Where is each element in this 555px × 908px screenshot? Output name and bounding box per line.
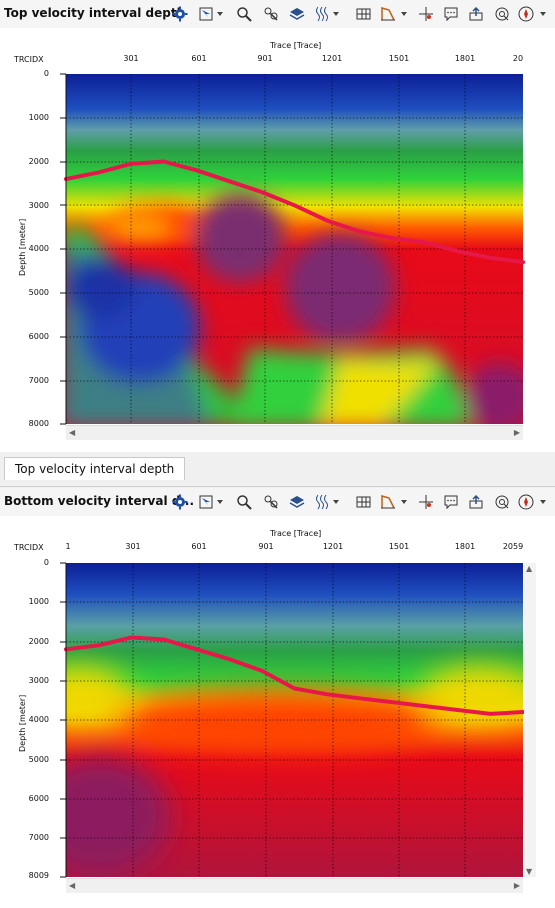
x-tick-label: 1801 — [454, 54, 476, 63]
layers-icon[interactable] — [289, 3, 305, 25]
y-tick-label: 0 — [43, 69, 49, 78]
y-tick-label: 2000 — [28, 637, 49, 646]
x-tick-label: 1201 — [322, 542, 344, 551]
horizon-line — [64, 159, 525, 265]
tab-top-velocity[interactable]: Top velocity interval depth — [4, 457, 186, 480]
scroll-down-icon[interactable]: ▼ — [526, 867, 533, 876]
x-tick-label: 601 — [191, 54, 207, 63]
export-icon[interactable] — [468, 491, 484, 513]
x-tick-label: 1201 — [321, 54, 343, 63]
vertical-scrollbar[interactable]: ▲ ▼ — [524, 563, 536, 877]
velocity-image[interactable] — [0, 516, 555, 908]
export-icon[interactable] — [468, 3, 484, 25]
x-tick-label: 1501 — [388, 54, 410, 63]
panel-toolbar: Top velocity interval depth — [0, 0, 555, 28]
comment-icon[interactable] — [443, 3, 459, 25]
y-tick-label: 1000 — [28, 113, 49, 122]
y-tick-label: 5000 — [28, 755, 49, 764]
y-tick-label: 1000 — [28, 597, 49, 606]
y-tick-label: 3000 — [28, 676, 49, 685]
y-tick-label: 8000 — [28, 419, 49, 428]
x-tick-label: 601 — [191, 542, 207, 551]
scroll-right-icon[interactable]: ▶ — [513, 881, 520, 890]
x-tick-label: 2059 — [502, 542, 524, 551]
x-tick-label: 1501 — [388, 542, 410, 551]
fit-icon[interactable] — [494, 491, 510, 513]
x-tick-label: 1801 — [454, 542, 476, 551]
y-tick-label: 5000 — [28, 288, 49, 297]
y-tick-label: 7000 — [28, 833, 49, 842]
panel-title: Bottom velocity interval d... — [4, 494, 194, 508]
y-tick-label: 4000 — [28, 244, 49, 253]
top-panel: Top velocity interval depth Trace [Trace… — [0, 0, 555, 452]
y-tick-label: 2000 — [28, 157, 49, 166]
zoom-icon[interactable] — [236, 3, 252, 25]
pick-icon[interactable] — [263, 491, 279, 513]
y-tick-label: 6000 — [28, 794, 49, 803]
x-axis-title: Trace [Trace] — [270, 529, 322, 538]
x-tick-label: 901 — [257, 54, 273, 63]
panel-title: Top velocity interval depth — [4, 6, 186, 20]
y-tick-label: 0 — [43, 558, 49, 567]
compass-icon[interactable] — [518, 491, 550, 513]
y-tick-label: 8009 — [28, 871, 49, 880]
gear-icon[interactable] — [172, 3, 188, 25]
compass-icon[interactable] — [518, 3, 550, 25]
corner-label: TRCIDX — [14, 55, 44, 64]
grid-lines — [66, 563, 523, 877]
view-tabbar: Top velocity interval depth — [0, 452, 555, 487]
scroll-up-icon[interactable]: ▲ — [526, 564, 533, 573]
velocity-image[interactable] — [0, 28, 555, 452]
horizontal-scrollbar[interactable]: ◀ ▶ — [66, 878, 523, 893]
table-icon[interactable] — [354, 3, 372, 25]
zoom-icon[interactable] — [236, 491, 252, 513]
gear-icon[interactable] — [172, 491, 188, 513]
select-pointer-icon[interactable] — [198, 3, 224, 25]
y-tick-label: 3000 — [28, 201, 49, 210]
comment-icon[interactable] — [443, 491, 459, 513]
x-tick-label: 901 — [258, 542, 274, 551]
x-tick-label: 20 — [512, 54, 524, 63]
horizon-line — [64, 635, 525, 716]
chart-icon[interactable] — [380, 3, 410, 25]
y-tick-label: 7000 — [28, 376, 49, 385]
chart-icon[interactable] — [380, 491, 410, 513]
wiggle-icon[interactable] — [314, 3, 340, 25]
bottom-panel: Bottom velocity interval d... Trace [Tra… — [0, 488, 555, 908]
scroll-left-icon[interactable]: ◀ — [69, 428, 76, 437]
x-tick-label: 1 — [65, 542, 71, 551]
scroll-right-icon[interactable]: ▶ — [513, 428, 520, 437]
horizontal-scrollbar[interactable]: ◀ ▶ — [66, 425, 523, 440]
layers-icon[interactable] — [289, 491, 305, 513]
select-pointer-icon[interactable] — [198, 491, 224, 513]
x-tick-label: 301 — [125, 542, 141, 551]
crosshair-icon[interactable] — [418, 3, 434, 25]
y-tick-label: 6000 — [28, 332, 49, 341]
x-tick-label: 301 — [123, 54, 139, 63]
panel-toolbar: Bottom velocity interval d... — [0, 488, 555, 516]
crosshair-icon[interactable] — [418, 491, 434, 513]
seismic-view: Trace [Trace] TRCIDX 1 301 601 901 1201 … — [0, 516, 555, 908]
x-axis-title: Trace [Trace] — [270, 41, 322, 50]
fit-icon[interactable] — [494, 3, 510, 25]
y-tick-label: 4000 — [28, 715, 49, 724]
scroll-left-icon[interactable]: ◀ — [69, 881, 76, 890]
seismic-view: Trace [Trace] TRCIDX 301 601 901 1201 15… — [0, 28, 555, 452]
table-icon[interactable] — [354, 491, 372, 513]
wiggle-icon[interactable] — [314, 491, 340, 513]
corner-label: TRCIDX — [14, 543, 44, 552]
pick-icon[interactable] — [263, 3, 279, 25]
